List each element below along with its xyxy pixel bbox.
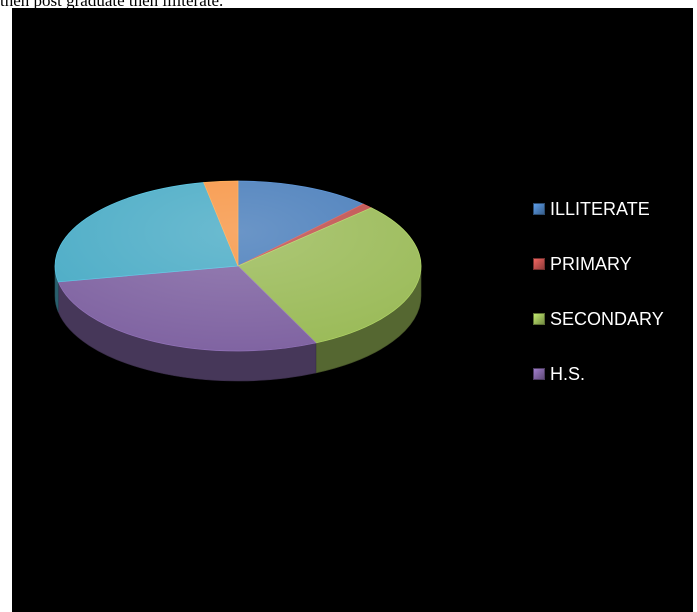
legend-label: H.S. [550,363,586,384]
legend-label: PRIMARY [550,253,632,274]
pie-chart [54,180,422,382]
legend-label: SECONDARY [550,308,664,329]
legend-item-h-s: H.S. [533,363,585,385]
legend-swatch [533,313,545,325]
legend-swatch [533,203,545,215]
chart-area: ILLITERATE PRIMARY SECONDARY H.S. [12,8,693,612]
legend-item-secondary: SECONDARY [533,308,664,330]
legend-item-illiterate: ILLITERATE [533,198,650,220]
legend-swatch [533,368,545,380]
legend-label: ILLITERATE [550,198,650,219]
pie-gloss [55,181,421,351]
legend-item-primary: PRIMARY [533,253,632,275]
caption-text: then post graduate then illiterate. [0,0,224,10]
legend-swatch [533,258,545,270]
